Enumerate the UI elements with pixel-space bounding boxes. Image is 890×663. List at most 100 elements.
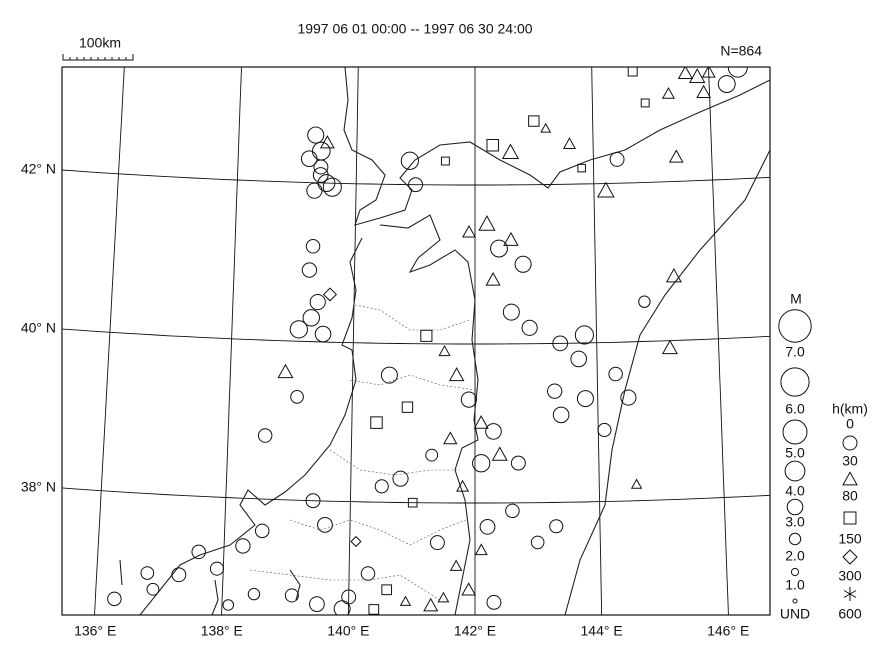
grid-line [708, 67, 729, 615]
event [530, 535, 545, 550]
event [574, 325, 594, 345]
legend-symbol [790, 567, 800, 577]
event [474, 543, 488, 556]
event [407, 497, 418, 508]
trench [564, 149, 770, 615]
legend-symbol [788, 532, 802, 546]
event [521, 319, 538, 336]
event [609, 151, 625, 167]
event [209, 561, 224, 576]
legend-label: 150 [838, 531, 862, 547]
events [107, 67, 748, 615]
event [420, 329, 433, 342]
event [638, 295, 651, 308]
map-title: 1997 06 01 00:00 -- 1997 06 30 24:00 [297, 21, 532, 37]
event [171, 567, 187, 583]
legend-label: 1.0 [785, 577, 805, 593]
event [289, 320, 308, 339]
coastline [139, 237, 363, 615]
event [661, 86, 675, 99]
coastline [379, 214, 479, 615]
event [408, 177, 424, 193]
event [437, 591, 450, 603]
event [485, 271, 501, 286]
event [309, 293, 326, 311]
event [429, 535, 445, 551]
event [368, 604, 380, 615]
event [540, 122, 552, 133]
event [597, 422, 612, 438]
event [460, 391, 477, 408]
event [443, 431, 458, 445]
event [549, 519, 564, 534]
legend-label: 30 [842, 453, 858, 469]
event [677, 67, 693, 80]
event-count: N=864 [720, 43, 762, 59]
scale-label: 100km [79, 35, 121, 51]
event [608, 366, 623, 382]
event [661, 339, 678, 355]
grid-line [221, 67, 242, 615]
grid-line [347, 67, 359, 615]
event [627, 67, 638, 77]
event [290, 390, 304, 404]
grid-line [94, 67, 125, 615]
legend-label: 4.0 [785, 483, 805, 499]
graticule [62, 67, 770, 615]
legend-label: 300 [838, 568, 862, 584]
lon-tick-label: 136° E [74, 623, 116, 639]
legend-label: 80 [842, 488, 858, 504]
event [311, 141, 331, 161]
event [472, 454, 491, 473]
event [313, 159, 329, 175]
event [277, 363, 294, 379]
grid-line [62, 328, 770, 345]
legend-symbol [782, 419, 808, 445]
legend-symbol [778, 309, 812, 343]
event [322, 177, 342, 197]
event [727, 67, 748, 78]
event [668, 149, 684, 163]
grid-line [62, 487, 770, 504]
event [438, 345, 451, 357]
event [502, 303, 520, 321]
event [235, 538, 251, 554]
event [486, 138, 499, 152]
event [501, 143, 520, 160]
border [249, 304, 477, 601]
lat-tick-label: 42° N [21, 161, 56, 177]
event [307, 126, 325, 144]
event [314, 325, 332, 343]
event [478, 215, 496, 231]
event [319, 135, 335, 149]
event [490, 239, 508, 258]
event [301, 262, 318, 278]
event [510, 455, 526, 471]
lon-tick-label: 140° E [327, 623, 369, 639]
lat-tick-label: 38° N [21, 479, 56, 495]
legend-label: UND [780, 606, 810, 622]
lon-tick-label: 138° E [201, 623, 243, 639]
event [146, 582, 160, 596]
event [341, 589, 357, 605]
event [399, 595, 412, 606]
event [440, 156, 450, 166]
event [309, 596, 325, 613]
legend-label: 3.0 [785, 514, 805, 530]
event [333, 600, 351, 615]
legend-symbol [792, 598, 798, 604]
coastline [119, 559, 301, 615]
event [350, 535, 362, 548]
event [284, 588, 299, 603]
scale-bar [62, 54, 134, 61]
event [257, 428, 273, 443]
legend-symbol [842, 435, 858, 451]
event [630, 478, 643, 489]
grid-line [591, 67, 603, 615]
legend-label: 6.0 [785, 401, 805, 417]
event [576, 390, 594, 408]
legend-label: 0 [846, 416, 854, 432]
event [107, 591, 122, 607]
event [400, 151, 420, 170]
